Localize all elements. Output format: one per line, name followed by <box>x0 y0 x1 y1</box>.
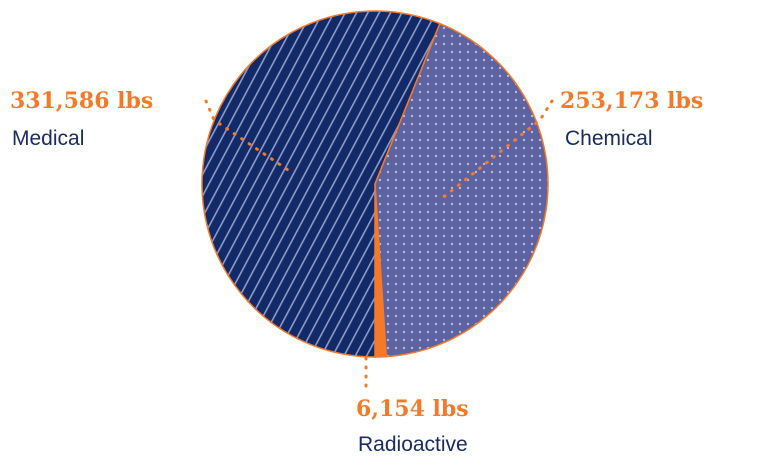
leader-lines <box>204 99 554 388</box>
pie-slices <box>201 10 549 358</box>
chemical-slice <box>374 22 549 358</box>
radioactive-category-label: Radioactive <box>358 433 468 456</box>
medical-category-label: Medical <box>12 127 84 150</box>
chemical-leader-line <box>438 99 554 202</box>
chemical-category-label: Chemical <box>565 127 653 150</box>
medical-slice <box>201 10 441 358</box>
chemical-value-label: 253,173 lbs <box>560 88 703 114</box>
radioactive-value-label: 6,154 lbs <box>356 396 469 422</box>
medical-leader-line <box>204 99 290 172</box>
medical-value-label: 331,586 lbs <box>10 88 153 114</box>
